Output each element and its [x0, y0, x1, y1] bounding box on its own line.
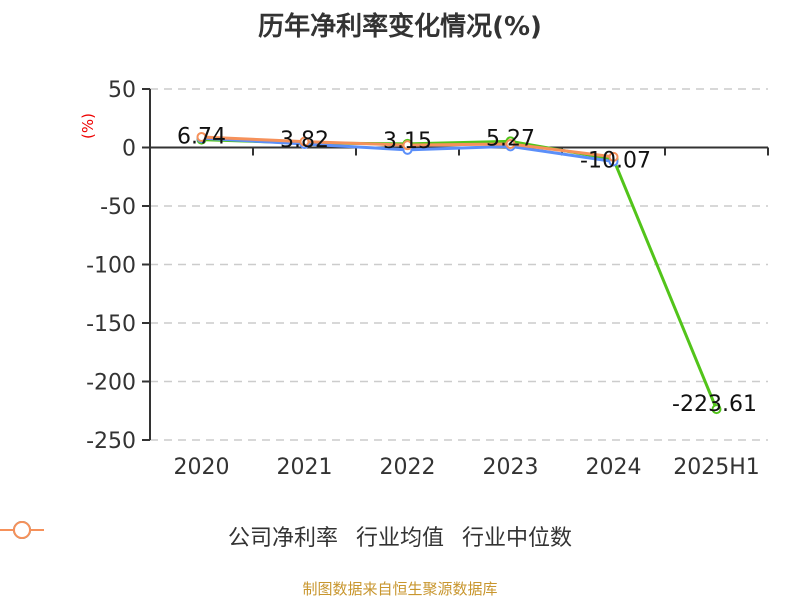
data-source-note: 制图数据来自恒生聚源数据库	[302, 580, 498, 598]
legend-item-industry-avg[interactable]: 行业均值	[0, 520, 444, 552]
legend-label: 公司净利率	[227, 526, 338, 551]
data-point[interactable]	[196, 131, 207, 142]
legend-label: 行业均值	[355, 526, 444, 551]
data-label: 3.82	[280, 128, 329, 153]
y-tick-label: 0	[122, 137, 136, 162]
x-tick-label: 2024	[586, 455, 642, 480]
legend-item-company[interactable]: 公司净利率	[0, 520, 338, 552]
y-unit-label: (%)	[79, 113, 97, 139]
y-tick-label: -100	[86, 254, 136, 279]
x-tick-label: 2021	[277, 455, 333, 480]
data-label: -223.61	[672, 392, 757, 417]
data-point[interactable]	[505, 138, 516, 149]
y-tick-label: -150	[86, 312, 136, 337]
series-line	[201, 138, 718, 410]
legend: 公司净利率 行业均值 行业中位数	[0, 520, 800, 552]
data-point[interactable]	[608, 151, 619, 162]
data-point[interactable]	[402, 140, 413, 151]
data-label: 3.15	[383, 129, 432, 154]
data-point[interactable]	[711, 404, 722, 415]
legend-item-industry-median[interactable]: 行业中位数	[0, 520, 573, 552]
data-label: 6.74	[177, 125, 226, 150]
x-tick-label: 2020	[174, 455, 230, 480]
chart-title: 历年净利率变化情况(%)	[258, 12, 542, 42]
data-label: 5.27	[486, 126, 535, 151]
legend-label: 行业中位数	[462, 526, 573, 551]
y-tick-label: 50	[108, 78, 136, 103]
data-point[interactable]	[299, 136, 310, 147]
data-label: -10.07	[580, 148, 651, 173]
x-tick-label: 2022	[380, 455, 436, 480]
y-tick-label: -50	[100, 195, 136, 220]
y-tick-label: -200	[86, 371, 136, 396]
x-tick-label: 2025H1	[673, 455, 760, 480]
x-tick-label: 2023	[483, 455, 539, 480]
legend-line-icon	[0, 521, 44, 539]
y-tick-label: -250	[86, 429, 136, 454]
